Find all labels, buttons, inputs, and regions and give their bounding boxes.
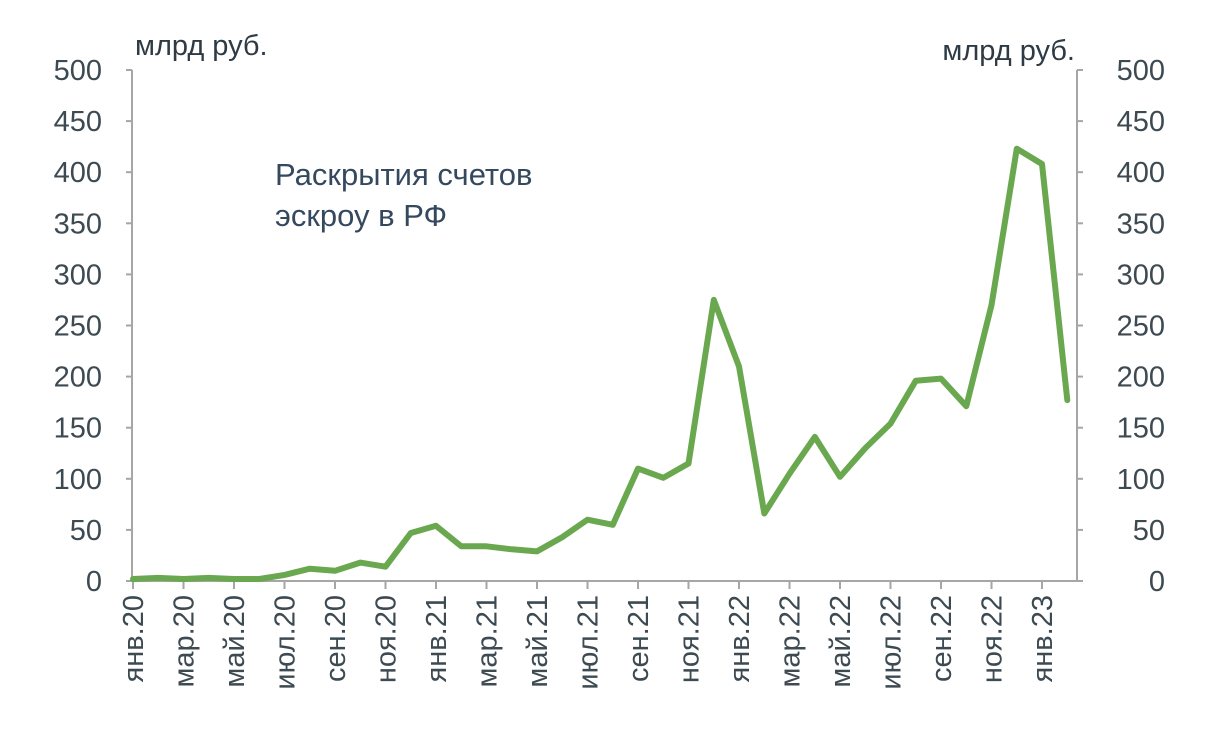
y-tick-label-right: 100 — [1117, 464, 1165, 496]
x-tick-label: сен.22 — [926, 595, 958, 682]
x-tick-label: июл.22 — [876, 595, 908, 690]
y-tick-label-left: 100 — [54, 464, 102, 496]
y-tick-label-left: 0 — [86, 566, 102, 598]
x-tick-label: ноя.22 — [977, 595, 1009, 683]
y-tick-label-right: 250 — [1117, 311, 1165, 343]
x-tick-label: ноя.20 — [371, 595, 403, 683]
y-tick-label-right: 400 — [1117, 157, 1165, 189]
x-tick-label: янв.22 — [724, 595, 756, 682]
y-unit-left: млрд руб. — [135, 30, 268, 62]
x-tick-label: май.22 — [825, 595, 857, 688]
y-tick-label-left: 300 — [54, 259, 102, 291]
x-tick-label: мар.20 — [169, 595, 201, 688]
y-tick-label-right: 200 — [1117, 362, 1165, 394]
y-tick-label-right: 350 — [1117, 208, 1165, 240]
x-tick-label: сен.21 — [623, 595, 655, 682]
x-tick-label: май.21 — [522, 595, 554, 688]
x-tick-label: янв.23 — [1027, 595, 1059, 682]
y-tick-label-right: 0 — [1149, 566, 1165, 598]
x-tick-label: мар.22 — [775, 595, 807, 688]
y-tick-label-left: 150 — [54, 413, 102, 445]
y-tick-label-left: 500 — [54, 55, 102, 87]
x-tick-label: май.20 — [219, 595, 251, 688]
x-tick-label: ноя.21 — [674, 595, 706, 683]
y-unit-right: млрд руб. — [942, 35, 1075, 67]
y-tick-label-left: 250 — [54, 311, 102, 343]
y-tick-label-right: 500 — [1117, 55, 1165, 87]
y-tick-label-left: 400 — [54, 157, 102, 189]
x-tick-label: янв.21 — [421, 595, 453, 682]
x-tick-label: июл.21 — [573, 595, 605, 690]
x-tick-label: июл.20 — [270, 595, 302, 690]
y-tick-label-left: 200 — [54, 362, 102, 394]
y-tick-label-left: 350 — [54, 208, 102, 240]
y-tick-label-left: 50 — [70, 515, 102, 547]
x-tick-label: янв.20 — [118, 595, 150, 682]
y-tick-label-right: 50 — [1133, 515, 1165, 547]
chart-annotation-line-1: Раскрытия счетов — [275, 157, 532, 192]
y-tick-label-right: 450 — [1117, 106, 1165, 138]
y-tick-label-right: 300 — [1117, 259, 1165, 291]
x-tick-label: мар.21 — [472, 595, 504, 688]
x-tick-label: сен.20 — [320, 595, 352, 682]
chart-annotation-line-2: эскроу в РФ — [275, 198, 447, 233]
y-tick-label-left: 450 — [54, 106, 102, 138]
y-tick-label-right: 150 — [1117, 413, 1165, 445]
series-line-0 — [130, 145, 1071, 582]
